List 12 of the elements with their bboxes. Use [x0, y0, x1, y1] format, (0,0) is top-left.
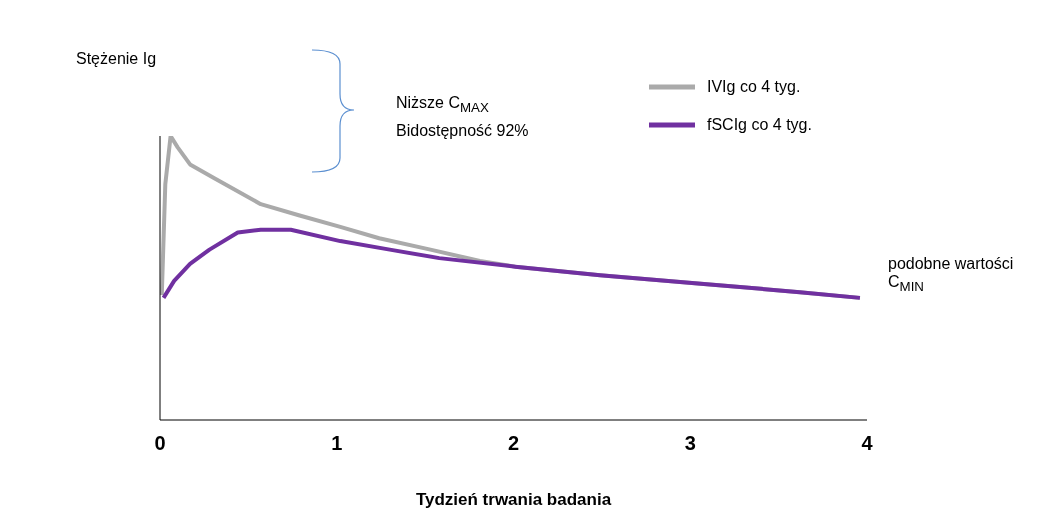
annotation: Bidostępność 92% [396, 122, 529, 140]
y-axis-title: Stężenie Ig [76, 50, 157, 68]
x-tick-label: 2 [507, 432, 520, 455]
x-tick-label: 1 [331, 432, 343, 455]
text: podobne wartości C$_{MIN}$ [888, 255, 1015, 295]
text: Niższe C$_{MAX}$ [396, 94, 489, 116]
x-axis-title: Tydzień trwania badania [414, 490, 613, 510]
legend-label: IVIg co 4 tyg. [707, 78, 801, 96]
x-tick-label: 3 [684, 432, 696, 455]
legend-label: fSCIg co 4 tyg. [707, 116, 812, 134]
x-tick-label: 0 [154, 432, 166, 455]
x-tick-label: 4 [861, 432, 874, 455]
